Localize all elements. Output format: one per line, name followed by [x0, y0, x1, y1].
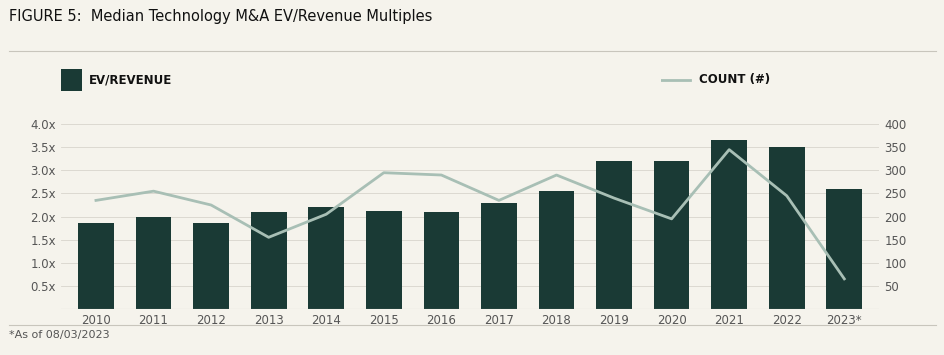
Text: COUNT (#): COUNT (#): [699, 73, 769, 86]
Bar: [596, 161, 632, 309]
Bar: [78, 224, 113, 309]
Bar: [136, 217, 171, 309]
Text: *As of 08/03/2023: *As of 08/03/2023: [9, 331, 110, 340]
Text: EV/REVENUE: EV/REVENUE: [89, 73, 172, 86]
Bar: [61, 69, 82, 91]
Bar: [768, 147, 803, 309]
Bar: [193, 223, 228, 309]
Bar: [308, 207, 344, 309]
Bar: [711, 140, 747, 309]
Point: [655, 78, 666, 82]
Point: [683, 78, 695, 82]
Bar: [480, 203, 516, 309]
Bar: [250, 212, 286, 309]
Bar: [423, 212, 459, 309]
Bar: [653, 161, 689, 309]
Bar: [826, 189, 861, 309]
Bar: [365, 211, 401, 309]
Bar: [538, 191, 574, 309]
Text: FIGURE 5:  Median Technology M&A EV/Revenue Multiples: FIGURE 5: Median Technology M&A EV/Reven…: [9, 9, 432, 24]
